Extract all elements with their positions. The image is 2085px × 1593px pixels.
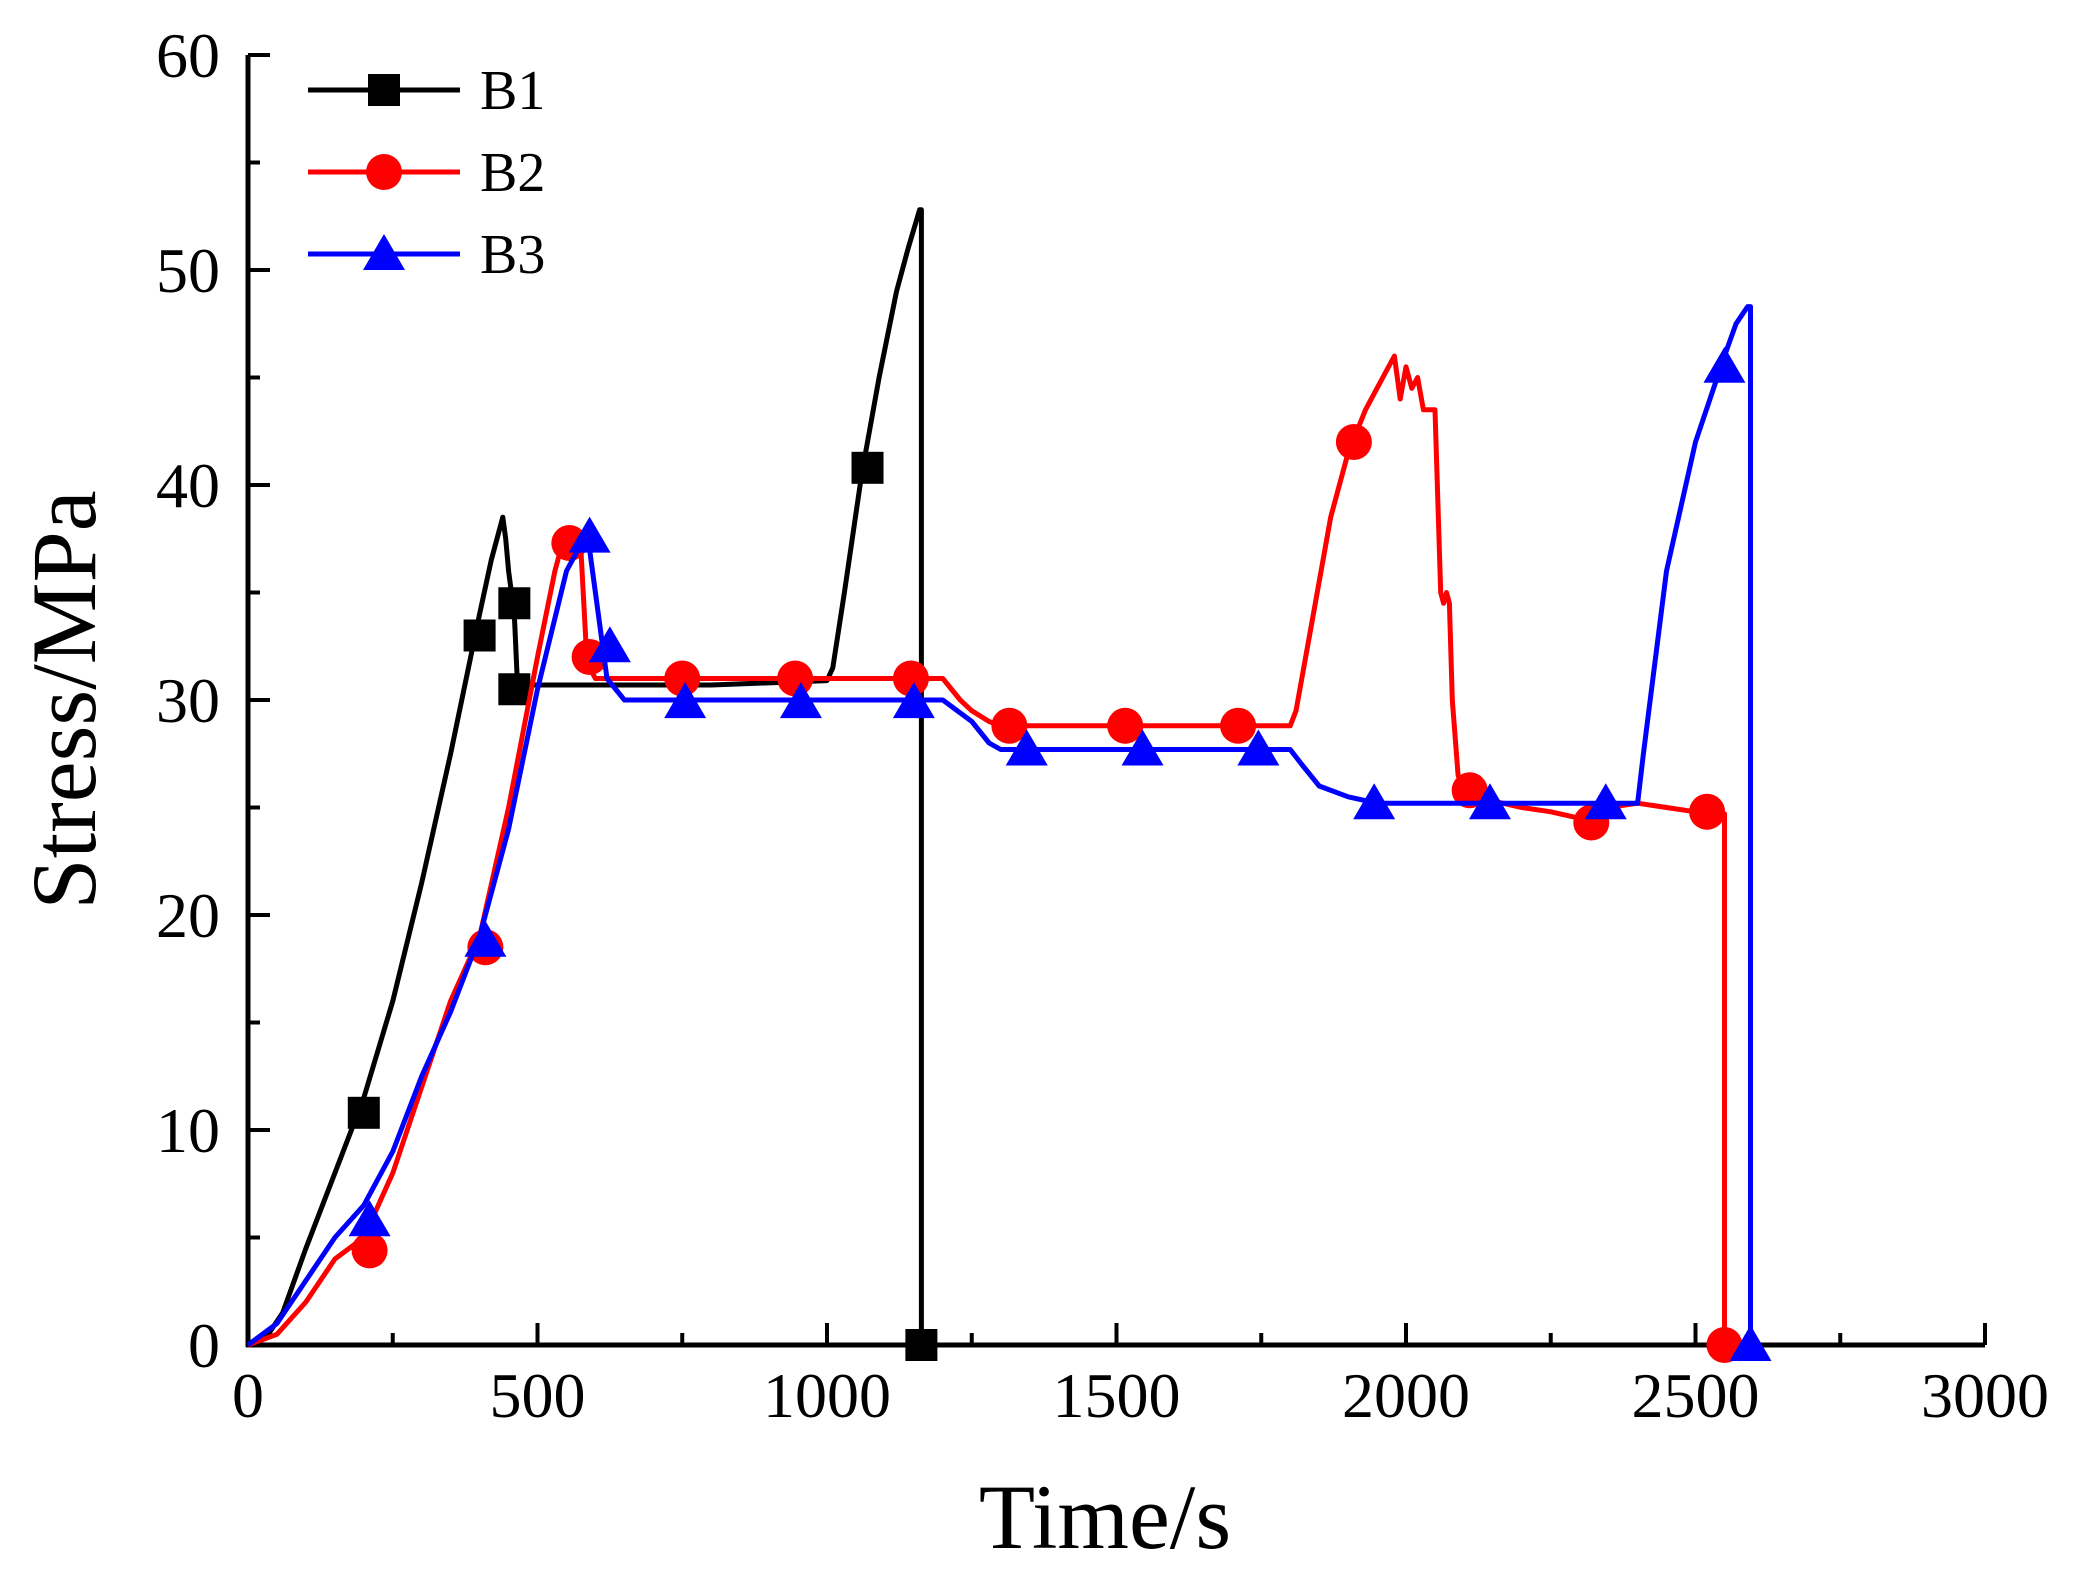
y-tick-label: 40 <box>156 450 220 521</box>
series-layer <box>246 207 1772 1363</box>
x-axis-title: Time/s <box>979 1466 1231 1568</box>
data-point-b2 <box>892 660 929 697</box>
legend-label-b3: B3 <box>480 224 545 286</box>
data-point-b2 <box>351 1232 388 1269</box>
y-tick-label: 0 <box>188 1310 220 1381</box>
y-tick-label: 60 <box>156 20 220 91</box>
series-line-b2 <box>247 353 1728 1348</box>
x-tick-label: 1500 <box>1053 1360 1181 1431</box>
legend-marker-b3 <box>363 234 405 270</box>
data-point-b3 <box>1584 783 1627 820</box>
data-point-b2 <box>1335 424 1372 460</box>
data-point-b3 <box>348 1200 391 1237</box>
x-tick-label: 0 <box>232 1360 264 1431</box>
data-point-b3 <box>779 682 822 719</box>
data-point-b3 <box>892 682 935 719</box>
data-point-b3 <box>1005 729 1048 766</box>
data-point-b1 <box>498 587 531 620</box>
data-point-b2 <box>1689 793 1726 830</box>
x-tick-label: 3000 <box>1921 1360 2049 1431</box>
data-point-b3 <box>1353 783 1396 820</box>
data-point-b2 <box>1451 772 1488 809</box>
series-line-b1 <box>247 207 924 1348</box>
data-point-b1 <box>851 451 884 484</box>
legend-label-b2: B2 <box>480 142 545 204</box>
axis-ticks: 0 500 1000 1500 2000 2500 3000 0 10 20 30 40 50 60 <box>156 20 2049 1431</box>
y-tick-label: 30 <box>156 665 220 736</box>
x-tick-label: 2500 <box>1632 1360 1760 1431</box>
data-point-b1 <box>905 1329 938 1361</box>
legend-label-b1: B1 <box>480 60 545 122</box>
legend-marker-b1 <box>368 74 400 106</box>
x-tick-label: 1000 <box>763 1360 891 1431</box>
data-point-b2 <box>664 660 701 697</box>
legend: B1 B2 B3 <box>308 60 545 286</box>
data-point-b3 <box>588 626 631 663</box>
data-point-b3 <box>568 516 611 553</box>
series-b3 <box>246 304 1772 1361</box>
y-tick-label: 10 <box>156 1095 220 1166</box>
y-axis-title: Stress/MPa <box>13 490 115 909</box>
data-point-b3 <box>1729 1325 1772 1361</box>
data-point-b3 <box>1468 783 1511 820</box>
data-point-b2 <box>1706 1327 1743 1363</box>
y-tick-label: 20 <box>156 880 220 951</box>
series-line-b3 <box>246 304 1753 1348</box>
data-point-b1 <box>347 1096 380 1129</box>
legend-item-b3: B3 <box>308 224 545 286</box>
data-point-b2 <box>1107 707 1144 744</box>
legend-item-b2: B2 <box>308 142 545 204</box>
data-point-b3 <box>1237 729 1280 766</box>
x-tick-label: 500 <box>490 1360 586 1431</box>
data-point-b2 <box>1220 707 1257 744</box>
data-point-b2 <box>991 707 1028 744</box>
legend-item-b1: B1 <box>308 60 545 122</box>
series-b2 <box>247 353 1743 1363</box>
data-point-b3 <box>464 920 507 957</box>
y-tick-label: 50 <box>156 235 220 306</box>
data-point-b3 <box>1703 346 1746 383</box>
series-b1 <box>247 207 938 1361</box>
x-tick-label: 2000 <box>1342 1360 1470 1431</box>
data-point-b1 <box>463 619 496 652</box>
data-point-b1 <box>498 673 531 706</box>
data-point-b2 <box>777 660 814 697</box>
legend-marker-b2 <box>366 154 402 190</box>
data-point-b3 <box>664 682 707 719</box>
data-point-b3 <box>1121 729 1164 766</box>
